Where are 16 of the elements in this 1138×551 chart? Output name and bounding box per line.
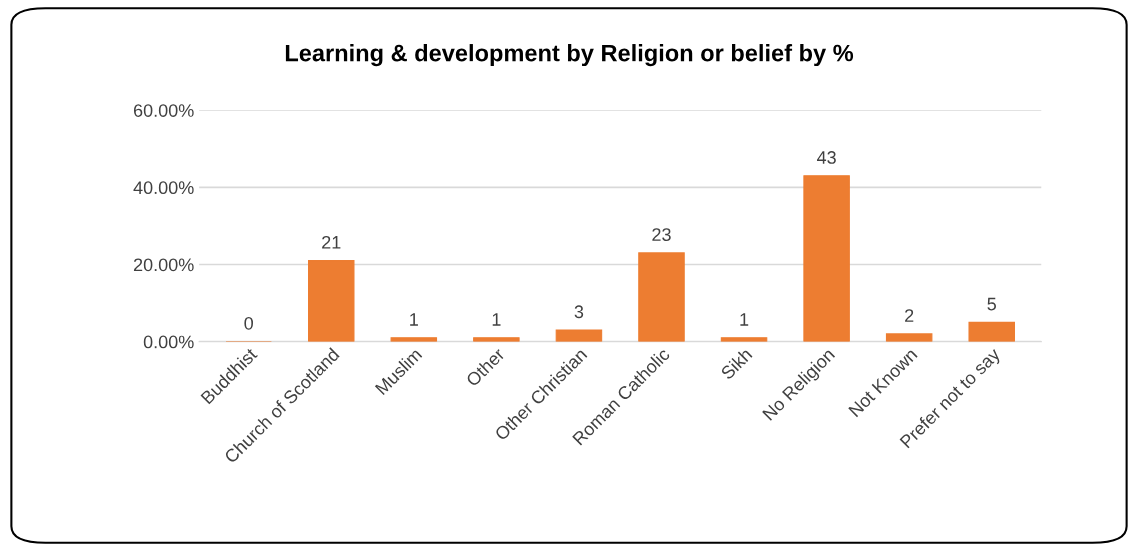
- y-tick-label: 40.00%: [133, 181, 194, 195]
- data-label: 1: [492, 313, 501, 326]
- x-tick-label: Sikh: [719, 347, 753, 381]
- data-label: 2: [905, 309, 914, 322]
- data-label: 1: [410, 313, 418, 326]
- data-label: 1: [740, 313, 749, 326]
- y-tick-label: 60.00%: [133, 104, 194, 117]
- data-label: 5: [987, 297, 996, 311]
- chart-title: Learning & development by Religion or belief by %: [285, 44, 854, 67]
- data-label: 23: [652, 228, 671, 242]
- y-tick-label: 0.00%: [143, 335, 194, 349]
- data-label: 21: [322, 235, 341, 249]
- data-label: 3: [574, 305, 584, 319]
- data-label: 43: [816, 151, 836, 164]
- data-label: 0: [244, 316, 253, 330]
- y-tick-label: 20.00%: [133, 258, 194, 272]
